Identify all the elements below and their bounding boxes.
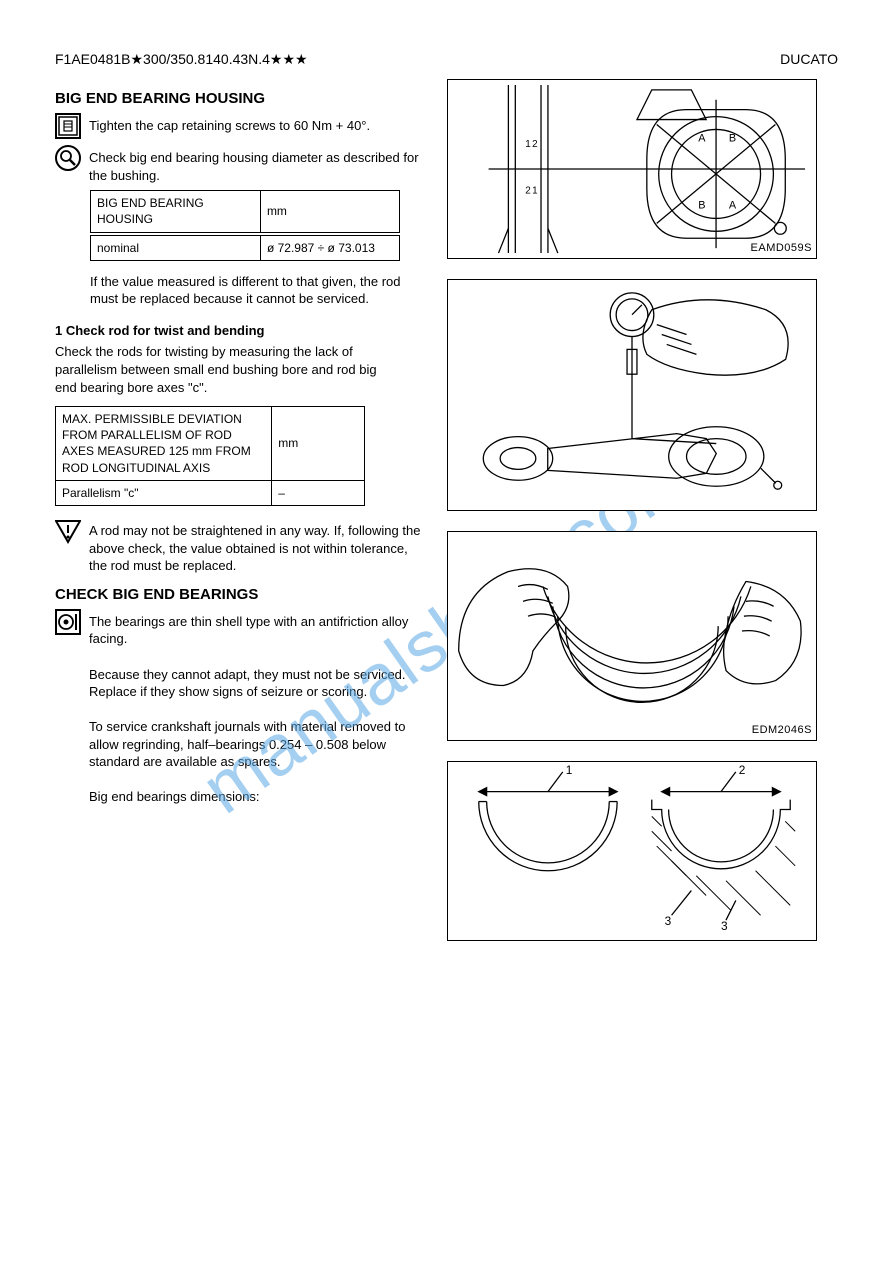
fig1-B2: B [698, 199, 705, 211]
fig1-label-1: 1 [525, 139, 531, 150]
fig4-label-1: 1 [566, 763, 573, 777]
figure-bearing-hands: EDM2046S [447, 531, 817, 741]
spec-table-2: MAX. PERMISSIBLE DEVIATION FROM PARALLEL… [55, 406, 365, 506]
fig4-label-3a: 3 [665, 914, 672, 928]
eye-icon [55, 609, 81, 635]
torque-icon [55, 113, 81, 139]
figure-rod-diagram: 1 2 2 1 A B [447, 79, 817, 259]
page-header: F1AE0481B★300/350.8140.43N.4★★★ DUCATO [55, 50, 838, 69]
t1-r2-c1: nominal [91, 235, 261, 260]
header-right: DUCATO [780, 50, 838, 69]
fig1-code: EAMD059S [751, 241, 812, 256]
t1-r1-c1: BIG END BEARING HOUSING [91, 191, 261, 232]
check-note: Check big end bearing housing diameter a… [89, 145, 425, 184]
figure-bearing-dims: 1 2 3 3 [447, 761, 817, 941]
t1-r2-c2: ø 72.987 ÷ ø 73.013 [260, 235, 399, 260]
check-icon [55, 145, 81, 171]
header-left: F1AE0481B★300/350.8140.43N.4★★★ [55, 50, 308, 69]
check-bearings-body: The bearings are thin shell type with an… [89, 609, 425, 806]
table1-note: If the value measured is different to th… [90, 273, 430, 308]
fig1-label-2: 2 [525, 186, 531, 197]
table-row: MAX. PERMISSIBLE DEVIATION FROM PARALLEL… [56, 407, 365, 481]
spec-table-1b: nominal ø 72.987 ÷ ø 73.013 [90, 235, 400, 261]
spec-table-1: BIG END BEARING HOUSING mm [90, 190, 400, 232]
table-row: nominal ø 72.987 ÷ ø 73.013 [91, 235, 400, 260]
t2-r1-c2: mm [272, 407, 365, 481]
t2-r1-c1: MAX. PERMISSIBLE DEVIATION FROM PARALLEL… [56, 407, 272, 481]
section-title: BIG END BEARING HOUSING [55, 89, 425, 109]
step1-text: Check the rods for twisting by measuring… [55, 343, 395, 396]
fig1-A1: A [698, 132, 706, 144]
t2-r2-c2: – [272, 480, 365, 505]
torque-note: Tighten the cap retaining screws to 60 N… [89, 113, 425, 135]
check-bearings-title: CHECK BIG END BEARINGS [55, 585, 425, 605]
fig1-B1: B [729, 132, 736, 144]
fig4-label-3b: 3 [721, 919, 728, 933]
fig4-label-2: 2 [739, 763, 746, 777]
fig1-A2: A [729, 199, 737, 211]
fig1-label-1b: 1 [532, 186, 538, 197]
warning-text: A rod may not be straightened in any way… [89, 518, 425, 575]
t2-r2-c1: Parallelism "c" [56, 480, 272, 505]
step1-title: 1 Check rod for twist and bending [55, 322, 425, 340]
fig3-code: EDM2046S [752, 723, 812, 738]
fig1-label-2b: 2 [532, 139, 538, 150]
warning-icon [55, 518, 81, 544]
t1-r1-c2: mm [260, 191, 399, 232]
table-row: BIG END BEARING HOUSING mm [91, 191, 400, 232]
figure-measuring [447, 279, 817, 511]
table-row: Parallelism "c" – [56, 480, 365, 505]
